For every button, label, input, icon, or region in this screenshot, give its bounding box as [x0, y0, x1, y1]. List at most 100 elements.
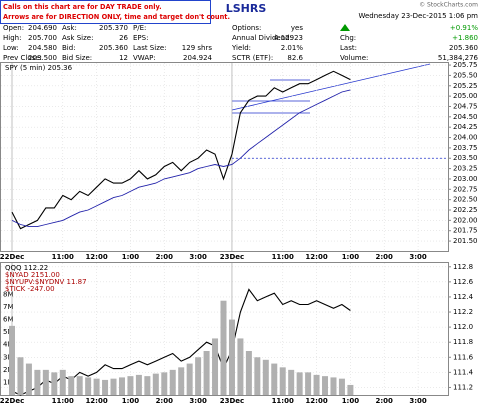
volume-bar — [144, 376, 151, 395]
y-tick-label: 203.00 — [453, 175, 478, 183]
volume-bar — [186, 363, 193, 395]
x-tick-label: 22Dec — [0, 397, 24, 405]
volume-bar — [34, 369, 41, 395]
y-tick-label: 204.50 — [453, 113, 478, 121]
y2-tick-label: 2M — [3, 366, 14, 374]
x-tick-label: 1:00 — [342, 253, 360, 261]
y2-tick-label: 4M — [3, 341, 14, 349]
price-panel — [0, 62, 449, 252]
field-label: Prev Close: — [3, 54, 42, 62]
field-label: Last: — [340, 44, 357, 52]
volume-bar — [203, 351, 210, 395]
notice: Calls on this chart are for DAY TRADE on… — [3, 3, 162, 11]
x-tick-label: 3:00 — [409, 253, 427, 261]
field-value: 205.700 — [28, 34, 57, 42]
field-label: VWAP: — [133, 54, 156, 62]
x-tick-label: 1:00 — [122, 253, 140, 261]
y-tick-label: 112.0 — [453, 323, 473, 331]
volume-bar — [220, 300, 227, 395]
y-tick-label: 203.25 — [453, 165, 478, 173]
volume-bar — [42, 369, 49, 395]
x-tick-label: 11:00 — [52, 253, 74, 261]
y-tick-label: 111.6 — [453, 353, 474, 361]
field-label: Yield: — [231, 44, 251, 52]
field-label: SCTR (ETF): — [232, 54, 273, 62]
y-tick-label: 205.00 — [453, 92, 478, 100]
legend-entry: $TICK -247.00 — [5, 285, 55, 293]
field-value: 2.01% — [281, 44, 304, 52]
y-tick-label: 202.00 — [453, 216, 478, 224]
y-tick-label: 202.25 — [453, 206, 478, 214]
y-tick-label: 204.25 — [453, 123, 478, 131]
volume-bar — [76, 376, 83, 395]
x-tick-label: 11:00 — [272, 253, 294, 261]
volume-bar — [237, 338, 244, 395]
field-label: Ask: — [62, 24, 77, 32]
volume-bar — [59, 369, 66, 395]
x-tick-label: 23Dec — [220, 397, 244, 405]
field-label: High: — [3, 34, 21, 42]
field-value: 204.580 — [28, 44, 57, 52]
field-value: 82.6 — [287, 54, 303, 62]
volume-bar — [195, 357, 202, 395]
volume-bar — [93, 378, 100, 395]
y-tick-label: 111.8 — [453, 338, 473, 346]
y-tick-label: 203.75 — [453, 144, 478, 152]
volume-bar — [296, 372, 303, 395]
x-tick-label: 2:00 — [376, 397, 394, 405]
volume-bar — [169, 369, 176, 395]
volume-bar — [347, 384, 354, 395]
y-tick-label: 204.00 — [453, 134, 478, 142]
y2-tick-label: 8M — [3, 290, 14, 298]
field-value: 205.360 — [99, 44, 128, 52]
field-label: P/E: — [133, 24, 146, 32]
notice: Arrows are for DIRECTION ONLY, time and … — [3, 13, 230, 21]
y-tick-label: 204.75 — [453, 102, 478, 110]
y-tick-label: 203.50 — [453, 154, 478, 162]
field-value: 204.924 — [183, 54, 212, 62]
volume-bar — [330, 377, 337, 395]
volume-bar — [279, 367, 286, 395]
field-label: Open: — [3, 24, 24, 32]
field-value: 205.360 — [449, 44, 478, 52]
volume-bar — [178, 367, 185, 395]
x-tick-label: 12:00 — [85, 253, 107, 261]
x-tick-label: 11:00 — [272, 397, 294, 405]
field-value: +1.860 — [452, 34, 478, 42]
y-tick-label: 111.4 — [453, 368, 474, 376]
y-tick-label: 202.50 — [453, 196, 478, 204]
copyright: © StockCharts.com — [419, 2, 478, 9]
date: Wednesday 23-Dec-2015 1:06 pm — [358, 12, 478, 20]
volume-bar — [17, 357, 24, 395]
field-label: Bid Size: — [62, 54, 92, 62]
x-tick-label: 1:00 — [122, 397, 140, 405]
field-value: 12 — [119, 54, 128, 62]
volume-bar — [338, 378, 345, 395]
volume-bar — [51, 372, 58, 395]
indicator-panel — [0, 262, 449, 396]
legend-entry: $NYUPV:$NYDNV 11.87 — [5, 278, 87, 286]
volume-bar — [212, 338, 219, 395]
y-tick-label: 205.50 — [453, 71, 478, 79]
field-label: Annual Dividend: — [232, 34, 292, 42]
x-tick-label: 2:00 — [376, 253, 394, 261]
x-tick-label: 22Dec — [0, 253, 24, 261]
field-label: Low: — [3, 44, 19, 52]
field-value: 51,384,276 — [438, 54, 479, 62]
field-value: 204.690 — [28, 24, 57, 32]
x-tick-label: 3:00 — [409, 397, 427, 405]
volume-bar — [305, 372, 312, 395]
x-tick-label: 12:00 — [85, 397, 107, 405]
field-value: +0.91% — [450, 24, 478, 32]
field-label: Options: — [232, 24, 261, 32]
x-tick-label: 1:00 — [342, 397, 360, 405]
volume-bar — [228, 319, 235, 395]
legend-entry: QQQ 112.22 — [5, 264, 48, 272]
field-value: 129 shrs — [182, 44, 213, 52]
trend-line — [231, 63, 431, 111]
field-value: 26 — [119, 34, 128, 42]
volume-bar — [118, 377, 125, 395]
field-label: Last Size: — [133, 44, 167, 52]
notice-box — [0, 0, 211, 24]
